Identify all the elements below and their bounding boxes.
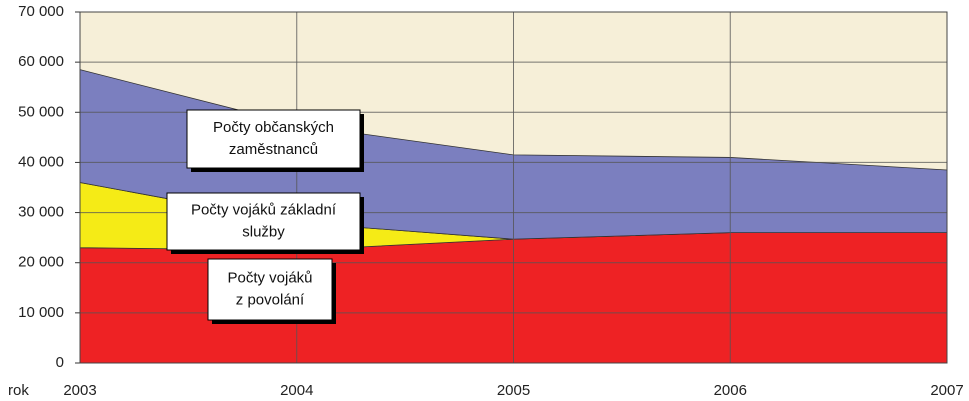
y-tick-label: 60 000 (18, 53, 64, 70)
label-box (166, 192, 361, 251)
x-tick-label: 2004 (280, 382, 313, 399)
label-box (207, 258, 333, 321)
x-axis-label: rok (8, 382, 29, 399)
label-box (186, 109, 361, 169)
y-tick-label: 20 000 (18, 254, 64, 271)
series-label: služby (242, 223, 285, 240)
x-tick-label: 2007 (930, 382, 963, 399)
y-tick-label: 50 000 (18, 103, 64, 120)
y-tick-label: 40 000 (18, 153, 64, 170)
x-tick-label: 2006 (714, 382, 747, 399)
y-tick-label: 10 000 (18, 304, 64, 321)
plot-frame (79, 11, 948, 364)
series-label: Počty občanských (213, 119, 334, 136)
x-tick-label: 2003 (63, 382, 96, 399)
series-label: Počty vojáků základní (191, 201, 337, 218)
x-tick-label: 2005 (497, 382, 530, 399)
series-label: zaměstnanců (229, 141, 318, 158)
y-tick-label: 70 000 (18, 3, 64, 20)
series-label: Počty vojáků (227, 269, 312, 286)
series-label: z povolání (236, 291, 305, 308)
y-tick-label: 0 (56, 354, 64, 371)
y-tick-label: 30 000 (18, 204, 64, 221)
